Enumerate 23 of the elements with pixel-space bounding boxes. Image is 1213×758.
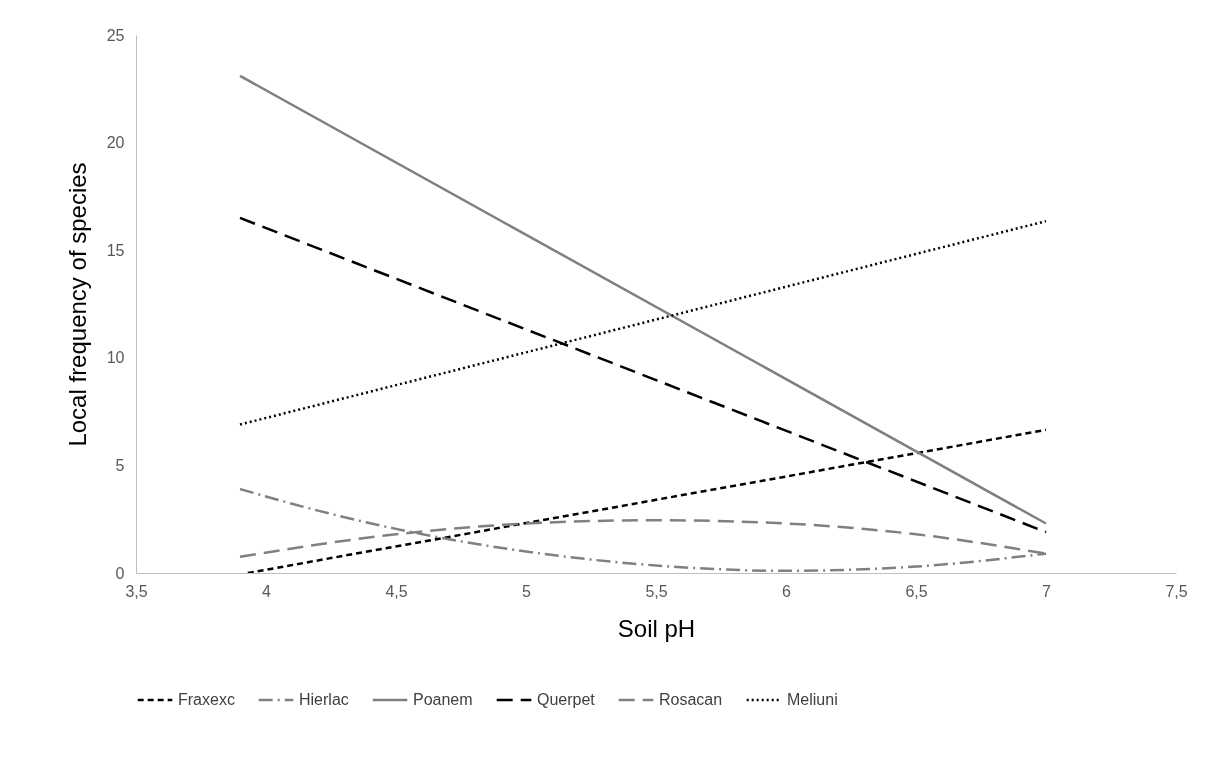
y-tick-label: 20 [106, 134, 125, 152]
y-tick-label: 15 [106, 241, 125, 259]
y-tick-label: 25 [106, 26, 125, 44]
x-tick-label: 7,5 [1165, 582, 1188, 600]
x-tick-label: 6,5 [905, 582, 928, 600]
x-tick-label: 3,5 [125, 582, 148, 600]
x-tick-label: 4 [262, 582, 272, 600]
x-axis-title: Soil pH [617, 614, 696, 642]
legend-label: Meliuni [787, 691, 838, 708]
legend-label: Fraxexc [178, 691, 235, 708]
legend-label: Rosacan [659, 691, 723, 708]
y-tick-label: 10 [106, 349, 125, 367]
x-tick-label: 7 [1042, 582, 1052, 600]
x-tick-label: 5 [522, 582, 532, 600]
legend-label: Poanem [413, 691, 473, 708]
y-axis-title: Local frequency of species [63, 162, 91, 447]
legend-label: Querpet [537, 691, 596, 708]
x-tick-label: 5,5 [645, 582, 668, 600]
legend-label: Hierlac [299, 691, 349, 708]
x-tick-label: 6 [782, 582, 792, 600]
y-tick-label: 5 [115, 456, 125, 474]
x-tick-label: 4,5 [385, 582, 408, 600]
y-tick-label: 0 [115, 564, 125, 582]
